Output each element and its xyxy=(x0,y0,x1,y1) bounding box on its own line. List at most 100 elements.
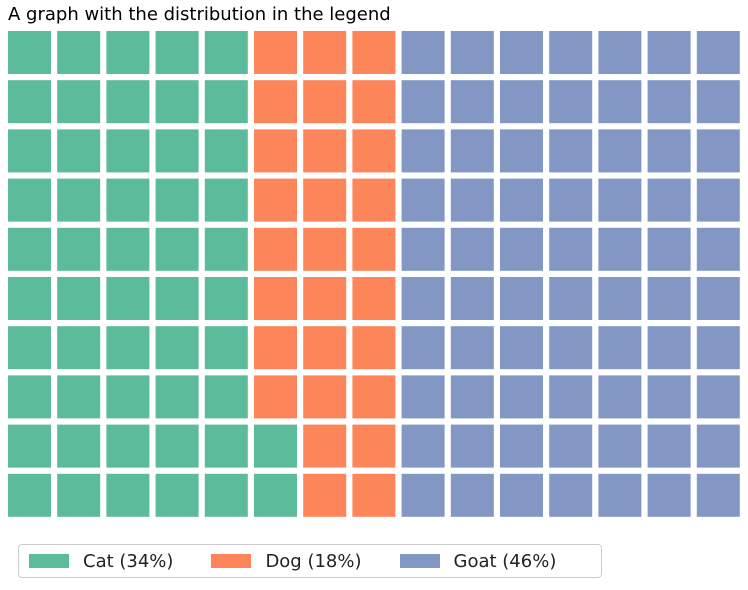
waffle-cell-goat xyxy=(549,31,593,74)
waffle-cell-goat xyxy=(500,424,543,468)
waffle-cell-cat xyxy=(204,375,248,419)
waffle-cell-dog xyxy=(352,473,396,517)
chart-title: A graph with the distribution in the leg… xyxy=(8,4,391,25)
waffle-cell-goat xyxy=(549,129,593,173)
waffle-cell-goat xyxy=(598,178,642,222)
waffle-cell-dog xyxy=(254,31,297,74)
waffle-cell-cat xyxy=(155,80,199,124)
waffle-cell-dog xyxy=(303,31,347,74)
waffle-cell-cat xyxy=(204,31,248,74)
waffle-cell-dog xyxy=(254,129,297,173)
waffle-cell-cat xyxy=(155,31,199,74)
waffle-cell-cat xyxy=(57,277,101,320)
waffle-cell-goat xyxy=(647,178,691,222)
waffle-cell-goat xyxy=(500,277,543,320)
legend-label-dog: Dog (18%) xyxy=(265,550,362,572)
waffle-cell-dog xyxy=(254,178,297,222)
waffle-cell-cat xyxy=(204,129,248,173)
waffle-cell-cat xyxy=(57,424,101,468)
waffle-cell-cat xyxy=(254,424,297,468)
waffle-cell-goat xyxy=(696,326,740,370)
waffle-cell-cat xyxy=(106,227,150,271)
legend-item-dog: Dog (18%) xyxy=(211,550,362,572)
waffle-cell-cat xyxy=(57,227,101,271)
legend-item-cat: Cat (34%) xyxy=(29,551,173,572)
waffle-cell-goat xyxy=(696,178,740,222)
waffle-cell-cat xyxy=(155,473,199,517)
waffle-cell-dog xyxy=(254,227,297,271)
waffle-cell-dog xyxy=(303,473,347,517)
waffle-cell-cat xyxy=(204,424,248,468)
waffle-cell-goat xyxy=(549,424,593,468)
waffle-cell-goat xyxy=(401,31,445,74)
waffle-cell-cat xyxy=(155,424,199,468)
waffle-cell-goat xyxy=(500,129,543,173)
waffle-cell-cat xyxy=(8,277,51,320)
waffle-cell-goat xyxy=(598,326,642,370)
waffle-chart xyxy=(8,31,740,517)
waffle-cell-cat xyxy=(106,424,150,468)
waffle-cell-goat xyxy=(598,80,642,124)
waffle-cell-dog xyxy=(352,31,396,74)
waffle-cell-cat xyxy=(204,80,248,124)
waffle-cell-goat xyxy=(500,375,543,419)
waffle-cell-goat xyxy=(500,326,543,370)
waffle-cell-cat xyxy=(8,326,51,370)
waffle-cell-goat xyxy=(647,227,691,271)
waffle-cell-goat xyxy=(401,326,445,370)
waffle-cell-goat xyxy=(647,473,691,517)
waffle-cell-goat xyxy=(696,375,740,419)
waffle-cell-goat xyxy=(647,129,691,173)
waffle-cell-cat xyxy=(8,129,51,173)
waffle-cell-goat xyxy=(401,227,445,271)
waffle-cell-goat xyxy=(401,375,445,419)
waffle-cell-goat xyxy=(549,80,593,124)
waffle-cell-goat xyxy=(450,277,494,320)
waffle-cell-cat xyxy=(106,178,150,222)
waffle-cell-goat xyxy=(598,375,642,419)
waffle-cell-dog xyxy=(303,80,347,124)
waffle-cell-goat xyxy=(647,31,691,74)
waffle-cell-goat xyxy=(696,129,740,173)
waffle-cell-goat xyxy=(401,129,445,173)
legend-label-goat: Goat (46%) xyxy=(453,550,557,572)
waffle-cell-cat xyxy=(57,31,101,74)
waffle-cell-cat xyxy=(204,326,248,370)
waffle-cell-dog xyxy=(352,178,396,222)
waffle-cell-goat xyxy=(401,178,445,222)
waffle-cell-goat xyxy=(450,424,494,468)
waffle-cell-goat xyxy=(696,80,740,124)
waffle-cell-cat xyxy=(155,178,199,222)
waffle-cell-goat xyxy=(696,277,740,320)
waffle-cell-dog xyxy=(352,375,396,419)
waffle-cell-dog xyxy=(254,326,297,370)
waffle-cell-goat xyxy=(598,31,642,74)
legend-swatch-dog xyxy=(211,554,252,568)
waffle-cell-goat xyxy=(598,227,642,271)
waffle-cell-cat xyxy=(106,129,150,173)
waffle-cell-goat xyxy=(696,424,740,468)
waffle-cell-dog xyxy=(303,227,347,271)
waffle-cell-cat xyxy=(204,473,248,517)
waffle-cell-dog xyxy=(352,424,396,468)
waffle-cell-dog xyxy=(303,277,347,320)
legend-swatch-goat xyxy=(399,554,440,568)
waffle-cell-goat xyxy=(549,473,593,517)
waffle-cell-dog xyxy=(303,129,347,173)
waffle-cell-goat xyxy=(647,375,691,419)
waffle-cell-dog xyxy=(352,277,396,320)
waffle-cell-goat xyxy=(500,227,543,271)
waffle-cell-goat xyxy=(450,473,494,517)
waffle-cell-goat xyxy=(500,80,543,124)
waffle-cell-goat xyxy=(450,80,494,124)
waffle-cell-cat xyxy=(8,31,51,74)
waffle-cell-goat xyxy=(696,31,740,74)
waffle-cell-cat xyxy=(155,129,199,173)
waffle-cell-cat xyxy=(8,80,51,124)
waffle-cell-dog xyxy=(254,80,297,124)
waffle-cell-goat xyxy=(549,178,593,222)
waffle-cell-goat xyxy=(401,80,445,124)
waffle-cell-goat xyxy=(500,178,543,222)
waffle-cell-goat xyxy=(549,375,593,419)
waffle-cell-cat xyxy=(8,227,51,271)
